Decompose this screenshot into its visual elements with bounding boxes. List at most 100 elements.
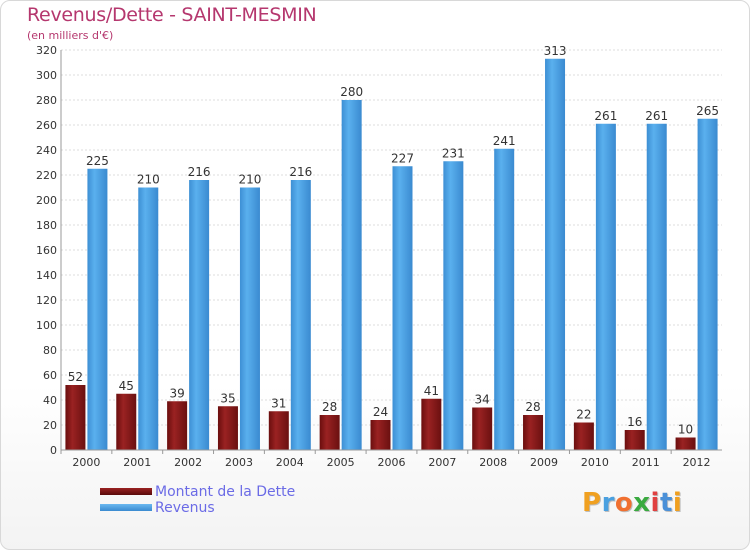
y-tick-label: 280	[36, 94, 57, 107]
data-label-dette: 52	[68, 370, 83, 384]
legend-swatch-dette	[100, 488, 152, 495]
x-tick-label: 2011	[632, 456, 660, 469]
y-tick-label: 200	[36, 194, 57, 207]
data-label-revenus: 210	[239, 173, 262, 187]
bar-revenus	[138, 187, 159, 450]
x-tick-label: 2002	[174, 456, 202, 469]
chart-title: Revenus/Dette - SAINT-MESMIN	[27, 4, 317, 26]
bar-revenus	[697, 118, 718, 450]
x-tick-label: 2012	[683, 456, 711, 469]
y-tick-label: 320	[36, 44, 57, 57]
bar-dette	[624, 430, 645, 450]
legend-swatch-revenus	[100, 504, 152, 511]
bar-revenus	[341, 100, 362, 450]
bar-revenus	[443, 161, 464, 450]
bar-revenus	[545, 58, 566, 450]
data-labels: 52 225 45 210 39 216 35 210 31 216 28 280 24 227 41 231…	[68, 44, 719, 437]
legend-label-revenus: Revenus	[155, 500, 215, 516]
bar-dette	[116, 393, 137, 450]
data-label-dette: 35	[220, 391, 235, 405]
bar-revenus	[290, 180, 311, 450]
bar-dette	[167, 401, 188, 450]
data-label-dette: 22	[576, 408, 591, 422]
data-label-revenus: 313	[544, 44, 567, 58]
data-label-revenus: 216	[188, 165, 211, 179]
bar-dette	[319, 415, 340, 450]
y-tick-label: 20	[43, 419, 57, 432]
y-tick-label: 260	[36, 119, 57, 132]
data-label-revenus: 241	[493, 134, 516, 148]
proxiti-logo: Proxiti	[582, 488, 682, 518]
y-tick-label: 100	[36, 319, 57, 332]
bar-revenus	[494, 148, 515, 450]
data-label-revenus: 227	[391, 151, 414, 165]
y-tick-label: 140	[36, 269, 57, 282]
y-tick-label: 80	[43, 344, 57, 357]
bar-dette	[65, 385, 86, 450]
data-label-revenus: 225	[86, 154, 109, 168]
bar-revenus	[392, 166, 413, 450]
data-label-dette: 39	[169, 386, 184, 400]
logo-letter: P	[582, 488, 602, 518]
data-label-revenus: 210	[137, 173, 160, 187]
bar-dette	[421, 398, 442, 450]
y-tick-label: 180	[36, 219, 57, 232]
bar-dette	[268, 411, 289, 450]
data-label-dette: 16	[627, 415, 642, 429]
bar-revenus	[239, 187, 260, 450]
y-tick-label: 300	[36, 69, 57, 82]
logo-letter: i	[672, 488, 683, 518]
y-tick-label: 120	[36, 294, 57, 307]
data-label-revenus: 261	[645, 109, 668, 123]
data-label-revenus: 216	[289, 165, 312, 179]
logo-letter: i	[650, 488, 660, 518]
chart-subtitle: (en milliers d'€)	[27, 29, 114, 42]
bar-dette	[472, 407, 493, 450]
data-label-dette: 45	[119, 379, 134, 393]
data-label-dette: 34	[475, 393, 490, 407]
logo-letter: o	[614, 488, 634, 518]
logo-letter: x	[633, 488, 651, 518]
y-tick-label: 240	[36, 144, 57, 157]
x-tick-label: 2008	[479, 456, 507, 469]
data-label-dette: 41	[424, 384, 439, 398]
data-label-dette: 28	[322, 400, 337, 414]
x-tick-label: 2009	[530, 456, 558, 469]
data-label-dette: 31	[271, 396, 286, 410]
x-tick-label: 2003	[225, 456, 253, 469]
bar-dette	[217, 406, 238, 450]
bar-revenus	[87, 168, 108, 450]
y-tick-label: 60	[43, 369, 57, 382]
bar-revenus	[646, 123, 667, 450]
bar-revenus	[189, 180, 210, 450]
y-tick-label: 40	[43, 394, 57, 407]
x-tick-label: 2010	[581, 456, 609, 469]
x-tick-label: 2007	[428, 456, 456, 469]
bar-dette	[523, 415, 544, 450]
y-tick-label: 0	[50, 444, 57, 457]
logo-letter: t	[659, 488, 673, 518]
data-label-revenus: 280	[340, 85, 363, 99]
axes: 0 20 40 60 80 100 120 140 160 180 200 220 240 260 280 3…	[36, 44, 722, 469]
y-tick-label: 160	[36, 244, 57, 257]
y-tick-label: 220	[36, 169, 57, 182]
bar-dette	[675, 437, 696, 450]
data-label-revenus: 231	[442, 146, 465, 160]
data-label-dette: 10	[678, 423, 693, 437]
legend-label-dette: Montant de la Dette	[155, 484, 296, 500]
x-tick-label: 2006	[378, 456, 406, 469]
x-tick-label: 2005	[327, 456, 355, 469]
grid-lines	[61, 49, 722, 451]
x-tick-label: 2000	[72, 456, 100, 469]
data-label-dette: 28	[525, 400, 540, 414]
logo-letter: r	[601, 488, 615, 518]
bar-dette	[573, 422, 594, 450]
bar-dette	[370, 420, 391, 450]
x-tick-label: 2004	[276, 456, 304, 469]
data-label-revenus: 261	[594, 109, 617, 123]
data-label-revenus: 265	[696, 104, 719, 118]
data-label-dette: 24	[373, 405, 388, 419]
bars	[65, 58, 718, 450]
x-tick-label: 2001	[123, 456, 151, 469]
